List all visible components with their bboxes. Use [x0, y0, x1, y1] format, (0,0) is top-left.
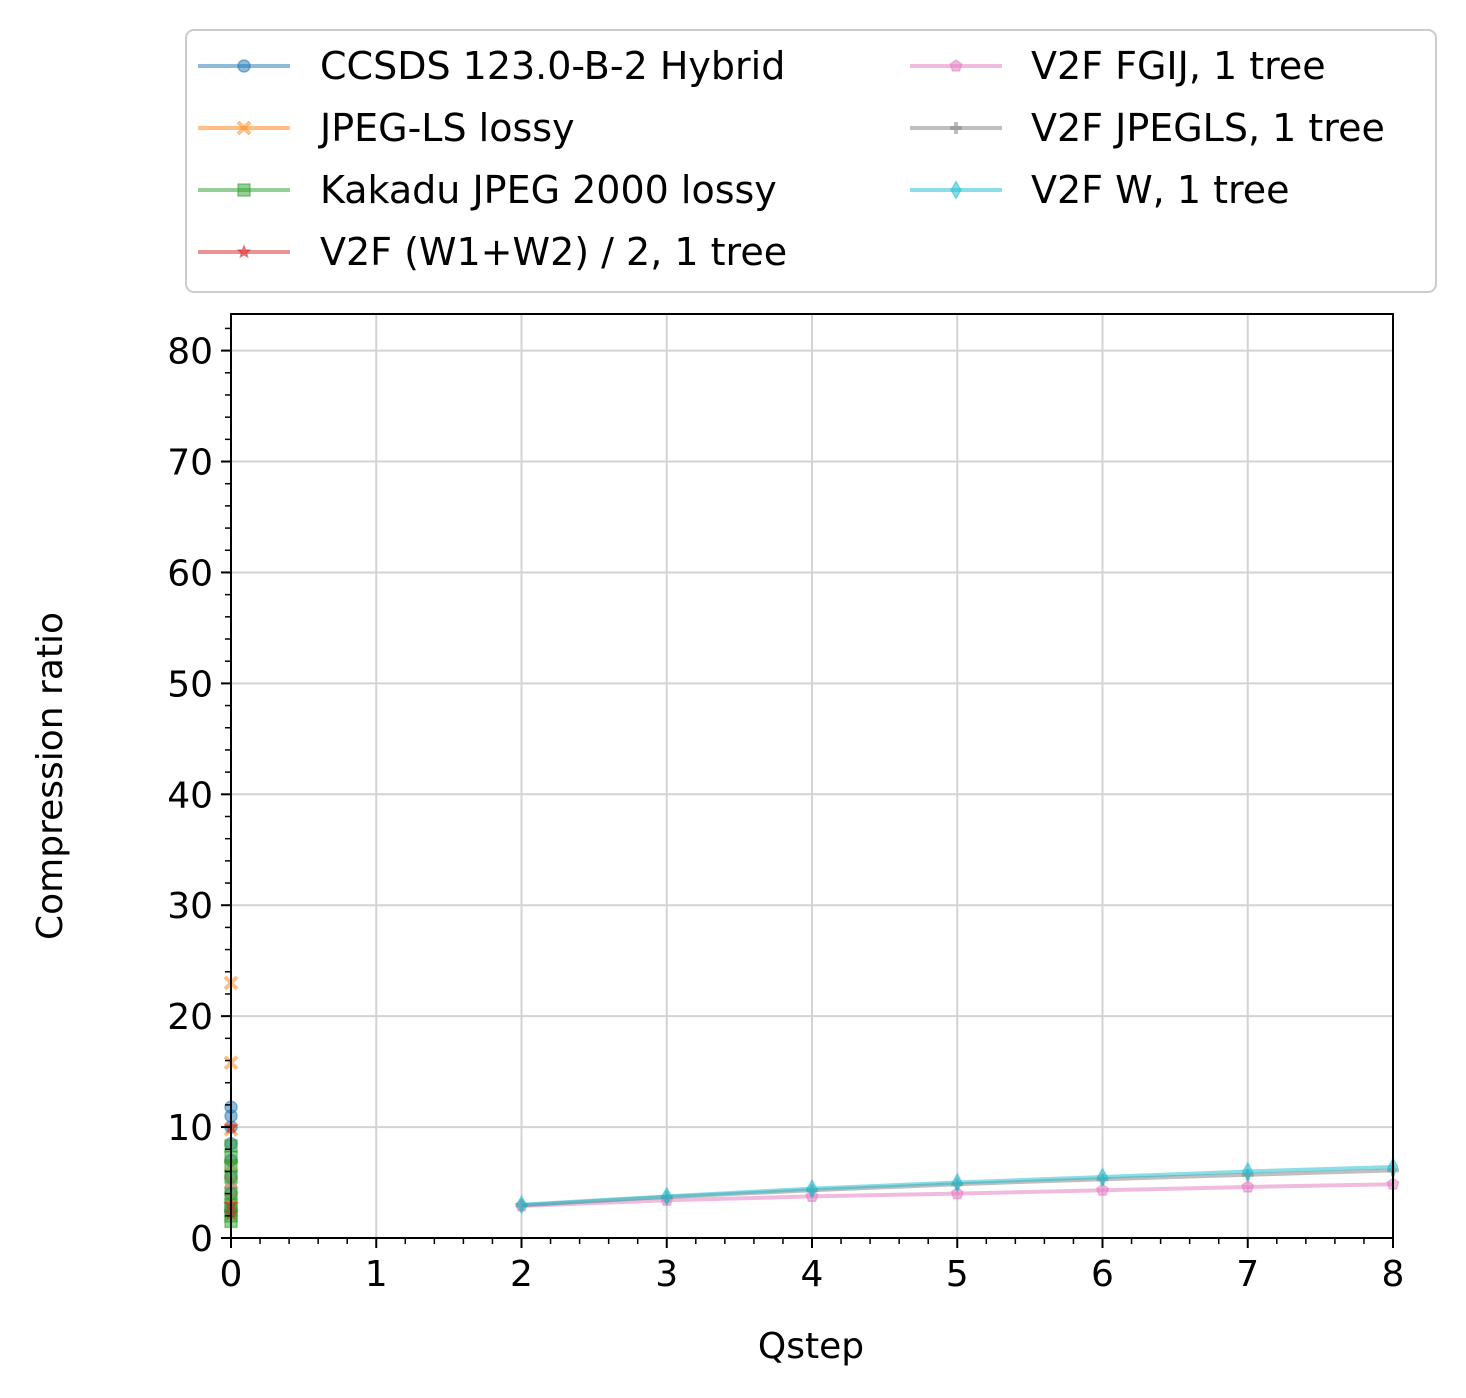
- legend-marker: [949, 59, 963, 72]
- legend-marker: [237, 59, 251, 73]
- series-6: [515, 1157, 1399, 1215]
- data-point: [1241, 1180, 1255, 1193]
- legend-label: CCSDS 123.0-B-2 Hybrid: [320, 44, 785, 88]
- legend-label: V2F JPEGLS, 1 tree: [1031, 106, 1385, 150]
- x-tick-label: 0: [220, 1254, 243, 1295]
- data-point: [515, 1194, 528, 1215]
- y-tick-label: 80: [167, 332, 213, 373]
- legend-label: V2F FGIJ, 1 tree: [1031, 44, 1326, 88]
- y-tick-label: 50: [167, 664, 213, 705]
- data-point: [950, 1186, 964, 1200]
- legend-label: V2F (W1+W2) / 2, 1 tree: [320, 230, 787, 274]
- x-tick-label: 4: [801, 1254, 824, 1295]
- legend-marker: [236, 244, 252, 259]
- legend-label: V2F W, 1 tree: [1031, 168, 1290, 212]
- legend-marker: [237, 183, 251, 197]
- x-tick-label: 1: [365, 1254, 388, 1295]
- legend-label: JPEG-LS lossy: [318, 106, 575, 150]
- x-tick-label: 5: [946, 1254, 969, 1295]
- y-tick-label: 70: [167, 443, 213, 484]
- y-tick-label: 0: [190, 1219, 213, 1260]
- legend-box: [185, 29, 1437, 293]
- y-tick-label: 20: [167, 997, 213, 1038]
- x-tick-label: 6: [1091, 1254, 1114, 1295]
- x-tick-label: 3: [655, 1254, 678, 1295]
- legend-label: Kakadu JPEG 2000 lossy: [320, 168, 777, 212]
- y-tick-label: 30: [167, 886, 213, 927]
- legend-marker: [950, 122, 962, 134]
- legend: CCSDS 123.0-B-2 Hybrid JPEG-LS lossy Kakad…: [185, 29, 1437, 293]
- x-tick-label: 2: [510, 1254, 533, 1295]
- data-point: [1095, 1183, 1110, 1196]
- data-point: [951, 1172, 963, 1193]
- data-point: [661, 1186, 673, 1207]
- y-axis-label: Compression ratio: [30, 612, 71, 940]
- y-tick-label: 40: [167, 775, 213, 816]
- legend-marker: [236, 120, 252, 136]
- x-tick-label: 8: [1382, 1254, 1405, 1295]
- x-axis-label: Qstep: [758, 1326, 864, 1367]
- y-tick-label: 10: [167, 1108, 213, 1149]
- data-point: [806, 1178, 818, 1199]
- data-point: [1242, 1161, 1254, 1182]
- legend-marker: [950, 180, 962, 200]
- y-tick-label: 60: [167, 553, 213, 594]
- grid: [230, 314, 1394, 1239]
- x-tick-label: 7: [1236, 1254, 1259, 1295]
- data-point: [1096, 1167, 1109, 1187]
